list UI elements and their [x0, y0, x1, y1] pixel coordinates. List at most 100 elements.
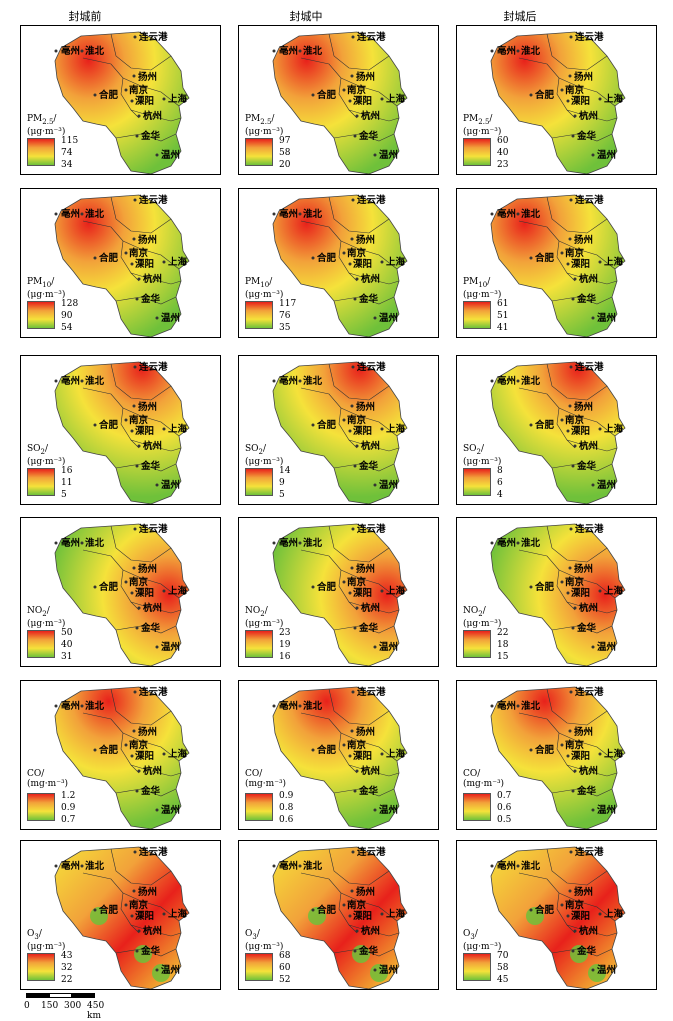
city-label: 金华 [576, 785, 597, 797]
legend-title-sub: 2.5 [478, 117, 490, 126]
legend-title: CO/(mg·m⁻³) [245, 769, 286, 789]
map-panel-CO-0: 亳州 淮北 连云港 扬州 合肥 南京 溧阳 上海 杭州 金华 温州 CO/(mg·m⁻³) 1.2 0.9… [20, 680, 221, 830]
study-region [272, 31, 408, 174]
city-label: 上海 [604, 585, 624, 597]
study-region [490, 194, 626, 337]
city-label: 扬州 [356, 886, 375, 898]
legend-tick-min: 31 [61, 652, 73, 662]
city-label: 亳州 [279, 860, 298, 872]
city-label: 溧阳 [353, 425, 372, 437]
city-label: 溧阳 [571, 95, 590, 107]
legend-color-bar [27, 953, 55, 981]
legend-tick-mid: 40 [61, 640, 73, 650]
city-marker [133, 198, 137, 202]
city-marker [348, 591, 352, 595]
city-marker [568, 237, 572, 241]
province-border-4 [551, 788, 613, 797]
legend-tick-min: 22 [61, 975, 73, 985]
legend-tick-min: 23 [497, 160, 509, 170]
legend-tick-min: 5 [279, 490, 285, 500]
legend-tick-max: 115 [61, 136, 79, 146]
province-border-4 [115, 463, 177, 472]
city-label: 合肥 [317, 252, 337, 264]
city-label: 淮北 [85, 375, 105, 387]
map-panel-PM2.5-1: 亳州 淮北 连云港 扬州 合肥 南京 溧阳 上海 杭州 金华 温州 PM2.5/ (μg·m⁻³) 97 5… [238, 25, 439, 175]
legend-title-slash: / [477, 769, 481, 779]
city-marker [272, 49, 276, 53]
city-marker [54, 704, 58, 708]
city-label: 温州 [161, 641, 180, 653]
legend-title-unit: (μg·m⁻³) [245, 456, 284, 467]
legend-title-main: SO [463, 444, 477, 454]
city-label: 上海 [386, 423, 406, 435]
city-marker [591, 968, 595, 972]
city-label: 淮北 [303, 700, 323, 712]
legend-tick-mid: 32 [61, 963, 73, 973]
city-marker [137, 277, 141, 281]
province-border-2 [122, 569, 180, 599]
city-label: 扬州 [356, 726, 375, 738]
city-label: 合肥 [99, 904, 119, 916]
city-marker [568, 404, 572, 408]
legend-tick-min: 4 [497, 490, 503, 500]
city-marker [342, 580, 346, 584]
low-value-spot [588, 964, 606, 982]
legend-title: PM10/ (μg·m⁻³) [245, 277, 283, 300]
city-marker [130, 754, 134, 758]
city-label: 溧阳 [135, 95, 154, 107]
legend-tick-mid: 51 [497, 311, 509, 321]
city-marker [54, 379, 58, 383]
legend-title-sub: 10 [478, 280, 488, 289]
legend-title-slash: / [271, 114, 275, 124]
province-border-4 [551, 296, 613, 305]
city-marker [155, 483, 159, 487]
city-marker [568, 729, 572, 733]
city-label: 杭州 [579, 602, 598, 614]
city-marker [351, 527, 355, 531]
city-label: 温州 [379, 804, 398, 816]
province-border-1 [546, 525, 608, 563]
legend-title-unit: (μg·m⁻³) [463, 941, 502, 952]
city-label: 扬州 [356, 234, 375, 246]
city-label: 合肥 [317, 744, 337, 756]
city-label: 连云港 [139, 194, 168, 206]
city-label: 连云港 [139, 31, 168, 43]
city-label: 亳州 [497, 375, 516, 387]
city-label: 淮北 [85, 45, 105, 57]
city-label: 扬州 [574, 401, 593, 413]
province-border-0 [82, 220, 140, 282]
province-border-1 [546, 363, 608, 401]
city-label: 南京 [565, 247, 585, 259]
province-border-1 [110, 525, 172, 563]
city-marker [351, 35, 355, 39]
city-label: 南京 [347, 739, 367, 751]
city-marker [155, 968, 159, 972]
city-label: 南京 [129, 84, 149, 96]
city-marker [135, 949, 139, 953]
city-label: 亳州 [497, 208, 516, 220]
city-marker [490, 704, 494, 708]
city-label: 扬州 [138, 886, 157, 898]
city-label: 淮北 [303, 860, 323, 872]
province-border-3 [130, 109, 182, 122]
province-border-3 [566, 924, 618, 937]
legend-title: CO/(mg·m⁻³) [27, 769, 68, 789]
column-title-0: 封城前 [68, 10, 102, 23]
legend-tick-mid: 19 [279, 640, 291, 650]
city-label: 淮北 [521, 375, 541, 387]
legend-title-sub: 2.5 [260, 117, 272, 126]
city-marker [373, 483, 377, 487]
province-border-0 [518, 549, 576, 611]
legend-title-unit: (μg·m⁻³) [463, 126, 502, 137]
city-marker [162, 912, 166, 916]
city-label: 连云港 [357, 846, 386, 858]
city-marker [380, 97, 384, 101]
legend-tick-mid: 18 [497, 640, 509, 650]
province-border-1 [546, 688, 608, 726]
city-marker [54, 864, 58, 868]
legend-tick-min: 52 [279, 975, 291, 985]
city-label: 合肥 [317, 581, 337, 593]
